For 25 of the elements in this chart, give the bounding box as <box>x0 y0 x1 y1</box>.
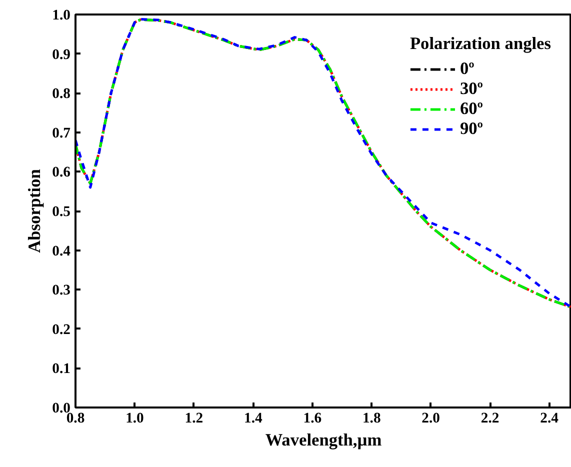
y-tick-label: 0.7 <box>52 125 71 142</box>
legend-label: 0º <box>460 59 476 79</box>
y-tick-label: 0.2 <box>52 322 71 338</box>
legend-title: Polarization angles <box>410 34 551 54</box>
x-tick-label: 1.6 <box>303 410 322 426</box>
legend-label: 90º <box>460 119 484 139</box>
legend-label: 30º <box>460 79 484 99</box>
legend-label: 60º <box>460 99 484 119</box>
y-tick-label: 1.0 <box>52 8 71 24</box>
x-tick-label: 1.2 <box>184 410 204 426</box>
x-tick-label: 2.2 <box>480 410 500 426</box>
x-tick-label: 1.8 <box>362 410 381 426</box>
x-tick-label: 2.0 <box>422 410 440 426</box>
y-tick-label: 0.6 <box>52 164 71 181</box>
y-tick-label: 0.8 <box>52 86 71 102</box>
x-tick-label: 1.4 <box>244 410 264 426</box>
x-axis-title: Wavelength,µm <box>265 430 382 450</box>
y-axis-title: Absorption <box>25 168 44 253</box>
y-tick-label: 0.9 <box>52 46 71 63</box>
x-tick-label: 2.4 <box>540 410 560 426</box>
y-tick-label: 0.3 <box>52 282 71 299</box>
y-tick-label: 0.5 <box>52 204 71 220</box>
y-tick-label: 0.4 <box>52 243 72 260</box>
x-tick-label: 1.0 <box>126 410 144 426</box>
y-tick-label: 0.1 <box>52 361 71 378</box>
